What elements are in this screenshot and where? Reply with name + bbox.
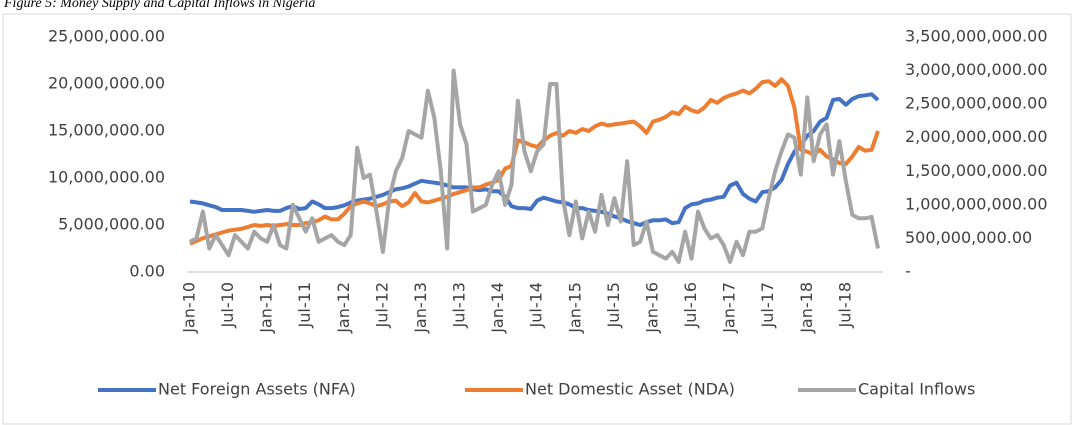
x-tick-label: Jul-17 xyxy=(758,282,777,328)
series-line xyxy=(189,77,880,246)
x-tick-label: Jul-13 xyxy=(450,282,469,328)
y-tick-label: 5,000,000.00 xyxy=(58,215,165,234)
x-tick-label: Jan-16 xyxy=(642,282,661,334)
x-tick-label: Jan-11 xyxy=(257,282,276,334)
x-tick-label: Jul-18 xyxy=(835,282,854,328)
x-tick-label: Jan-17 xyxy=(720,282,739,334)
y2-tick-label: - xyxy=(905,262,911,281)
y2-tick-label: 3,500,000,000.00 xyxy=(905,27,1048,46)
chart-frame xyxy=(2,13,1072,425)
legend-label: Net Domestic Asset (NDA) xyxy=(525,380,735,399)
x-tick-label: Jul-11 xyxy=(295,282,314,328)
chart-title: Figure 5: Money Supply and Capital Inflo… xyxy=(3,0,315,11)
y-tick-label: 10,000,000.00 xyxy=(48,168,165,187)
series-line xyxy=(189,68,880,264)
x-tick-label: Jul-10 xyxy=(218,282,237,328)
series-line xyxy=(189,92,880,227)
y2-tick-label: 1,000,000,000.00 xyxy=(905,194,1048,213)
x-tick-label: Jan-18 xyxy=(797,282,816,334)
x-tick-label: Jan-13 xyxy=(411,282,430,334)
y2-tick-label: 2,500,000,000.00 xyxy=(905,94,1048,113)
y-tick-label: 15,000,000.00 xyxy=(48,121,165,140)
y-tick-label: 0.00 xyxy=(129,262,165,281)
x-tick-label: Jan-10 xyxy=(180,282,199,334)
legend-label: Net Foreign Assets (NFA) xyxy=(158,380,356,399)
y2-tick-label: 2,000,000,000.00 xyxy=(905,127,1048,146)
y2-tick-label: 3,000,000,000.00 xyxy=(905,60,1048,79)
legend-label: Capital Inflows xyxy=(858,380,975,399)
x-tick-label: Jul-14 xyxy=(527,282,546,328)
y2-tick-label: 500,000,000.00 xyxy=(905,228,1032,247)
y-tick-label: 25,000,000.00 xyxy=(48,27,165,46)
y2-tick-label: 1,500,000,000.00 xyxy=(905,161,1048,180)
x-tick-label: Jul-12 xyxy=(372,282,391,328)
x-tick-label: Jan-15 xyxy=(565,282,584,334)
x-tick-label: Jan-12 xyxy=(334,282,353,334)
x-tick-label: Jul-15 xyxy=(604,282,623,328)
x-tick-label: Jan-14 xyxy=(488,282,507,334)
y-tick-label: 20,000,000.00 xyxy=(48,74,165,93)
x-tick-label: Jul-16 xyxy=(681,282,700,328)
